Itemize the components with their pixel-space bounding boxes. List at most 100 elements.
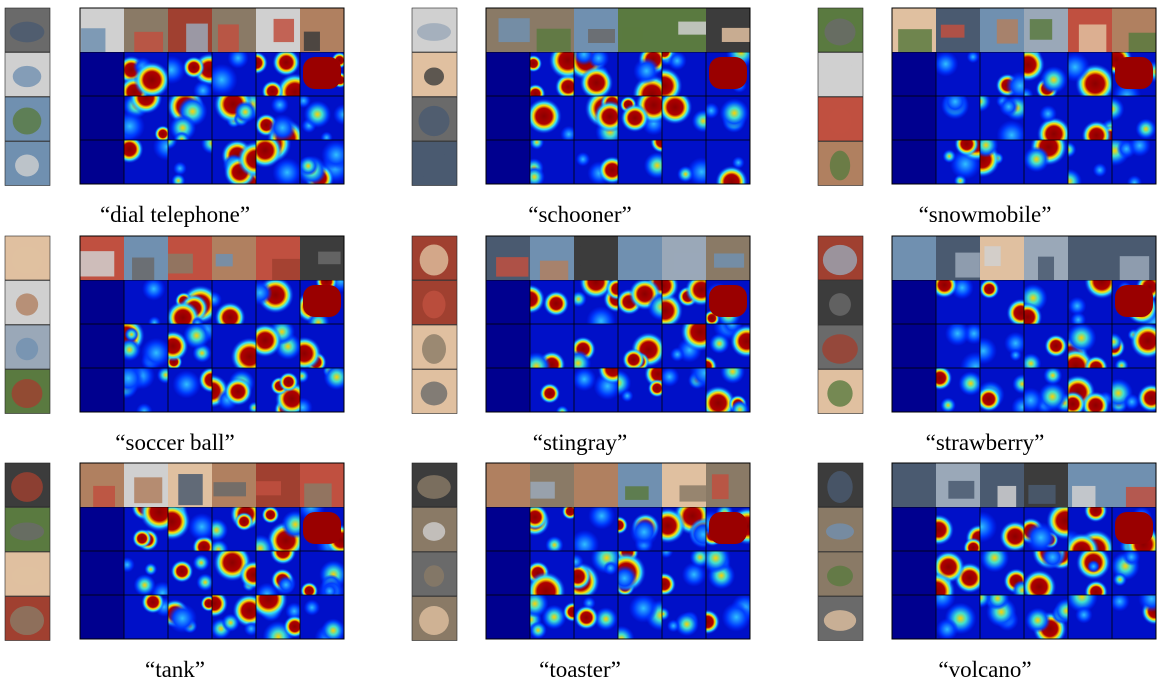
heatmap-blob xyxy=(1075,606,1093,624)
heatmap-blob xyxy=(192,554,210,572)
heatmap-blob xyxy=(662,607,670,621)
heatmap-cell xyxy=(618,551,662,595)
heatmap-blob xyxy=(980,140,999,158)
panel: “tank” xyxy=(4,462,345,682)
photo-detail xyxy=(213,482,246,497)
heatmap-bg xyxy=(892,280,936,324)
heatmap-blob xyxy=(662,52,674,62)
heatmap-blob xyxy=(959,351,980,368)
heatmap-cell xyxy=(256,52,300,96)
heatmap-blob xyxy=(530,351,551,368)
heatmap-blob xyxy=(691,109,706,133)
heatmap-bg xyxy=(486,96,530,140)
grid-border xyxy=(79,7,345,185)
image-cell xyxy=(618,463,662,507)
heatmap-blob xyxy=(980,551,1010,573)
heatmap-blob xyxy=(643,152,662,179)
heatmap-cell xyxy=(124,280,168,324)
image-cell xyxy=(530,236,574,280)
heatmap-blob xyxy=(662,572,676,595)
heatmap-blob xyxy=(139,507,168,532)
image-cell xyxy=(530,463,574,507)
heatmap-blob xyxy=(172,370,201,399)
heatmap-cell xyxy=(980,280,1024,324)
heatmap-blob xyxy=(1112,332,1123,351)
heatmap-cell xyxy=(486,368,530,412)
heatmap-blob xyxy=(234,512,254,531)
heatmap-blob xyxy=(141,595,165,614)
heatmap-blob xyxy=(685,280,706,307)
image-cell xyxy=(892,8,936,52)
heatmap-cell xyxy=(212,96,256,140)
heatmap-blob xyxy=(530,83,546,96)
heatmap-cell xyxy=(124,551,168,595)
photo-detail xyxy=(625,486,649,500)
heatmap-blob xyxy=(234,100,256,124)
image-cell xyxy=(168,236,212,280)
heatmap-cell xyxy=(1112,140,1156,184)
heatmap-cell xyxy=(574,280,618,324)
heatmap-bg xyxy=(80,595,124,639)
heatmap-bg xyxy=(892,96,936,140)
heatmap-blob xyxy=(963,537,980,551)
heatmap-blob xyxy=(548,52,574,80)
thumbnail-detail xyxy=(15,337,39,361)
heatmap-cell xyxy=(168,507,212,551)
heatmap-cell xyxy=(936,368,980,412)
photo-detail xyxy=(80,251,115,277)
heatmap-blob xyxy=(1122,551,1141,566)
heatmap-blob xyxy=(1135,118,1156,140)
heatmap-cell xyxy=(1068,595,1112,639)
heatmap-blob xyxy=(588,507,616,530)
heatmap-blob xyxy=(677,165,694,183)
heatmap-cell xyxy=(618,595,662,639)
heatmap-blob xyxy=(148,316,161,324)
heatmap-blob xyxy=(1084,355,1108,368)
heatmap-cell xyxy=(80,96,124,140)
thumbnail-detail xyxy=(829,293,851,316)
photo-detail xyxy=(1029,19,1053,40)
heatmap-blob xyxy=(256,52,268,75)
heatmap-blob xyxy=(283,615,300,638)
heatmap-blob xyxy=(278,372,299,392)
heatmap-blob xyxy=(300,155,319,176)
photo-detail xyxy=(940,24,965,38)
heatmap-blob xyxy=(1039,105,1057,123)
image-cell xyxy=(574,236,618,280)
photo-detail xyxy=(955,252,980,278)
heatmap-blob xyxy=(141,337,168,368)
heatmap-blob xyxy=(133,574,156,595)
heatmap-blob xyxy=(579,66,614,96)
heatmap-blob xyxy=(1068,324,1097,353)
heatmap-cell xyxy=(256,551,300,595)
heatmap-blob xyxy=(942,96,968,115)
heatmap-blob xyxy=(1114,358,1129,368)
heatmap-bg xyxy=(486,280,530,324)
heatmap-blob xyxy=(212,291,222,308)
heatmap-blob xyxy=(629,517,659,547)
heatmap-blob xyxy=(1068,532,1100,551)
heatmap-blob xyxy=(248,401,256,412)
heatmap-cell xyxy=(80,324,124,368)
heatmap-blob xyxy=(980,96,991,113)
image-cell xyxy=(1112,236,1156,280)
heatmap-blob xyxy=(530,54,543,73)
heatmap-blob xyxy=(539,383,561,404)
heatmap-blob xyxy=(124,338,141,362)
photo-detail xyxy=(622,26,643,44)
heatmap-cell xyxy=(574,140,618,184)
heatmap-blob xyxy=(300,369,309,384)
heatmap-blob xyxy=(647,379,662,398)
heatmap-blob xyxy=(168,330,189,362)
image-cell xyxy=(124,8,168,52)
heatmap-blob xyxy=(706,609,720,635)
heatmap-blob xyxy=(936,572,956,595)
photo-detail xyxy=(997,485,1017,507)
caption: “volcano” xyxy=(938,657,1031,682)
heatmap-blob xyxy=(670,347,685,362)
heatmap-blob xyxy=(1130,324,1156,359)
heatmap-cell xyxy=(574,507,618,551)
heatmap-blob xyxy=(618,565,638,592)
heatmap-cell xyxy=(618,507,662,551)
heatmap-cell xyxy=(80,52,124,96)
